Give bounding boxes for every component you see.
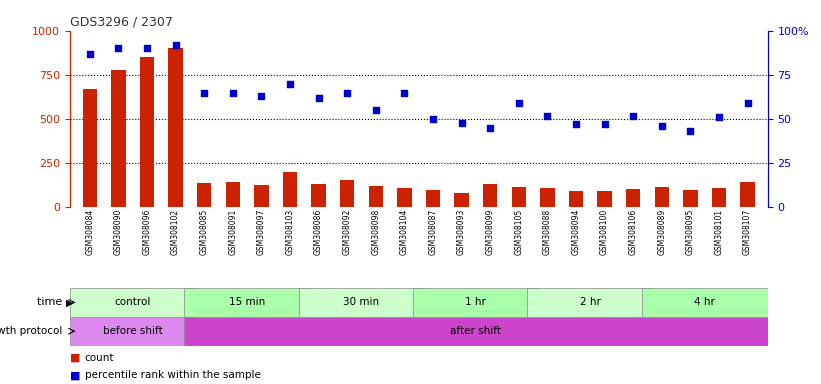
Point: [713, 114, 726, 120]
Bar: [598, 190, 612, 207]
Point: [398, 89, 411, 96]
Point: [83, 51, 96, 57]
Bar: [741, 182, 754, 207]
Bar: [540, 188, 554, 207]
Bar: [70, 317, 195, 346]
Point: [570, 121, 583, 127]
Bar: [226, 182, 240, 207]
Point: [369, 107, 383, 113]
Bar: [654, 187, 669, 207]
Bar: [511, 187, 526, 207]
Bar: [569, 192, 583, 207]
Bar: [426, 190, 440, 207]
Point: [283, 81, 296, 87]
Text: after shift: after shift: [451, 326, 502, 336]
Bar: [140, 57, 154, 207]
Point: [512, 100, 525, 106]
Text: before shift: before shift: [103, 326, 163, 336]
Bar: [197, 183, 211, 207]
Point: [169, 42, 182, 48]
Text: ▶: ▶: [66, 297, 73, 308]
Bar: [527, 288, 654, 317]
Text: control: control: [114, 297, 151, 308]
Bar: [397, 188, 411, 207]
Bar: [642, 288, 768, 317]
Text: growth protocol: growth protocol: [0, 326, 66, 336]
Bar: [413, 288, 539, 317]
Text: ■: ■: [70, 353, 84, 363]
Bar: [369, 186, 383, 207]
Bar: [299, 288, 424, 317]
Text: 30 min: 30 min: [343, 297, 379, 308]
Bar: [184, 288, 310, 317]
Bar: [70, 288, 195, 317]
Point: [626, 113, 640, 119]
Bar: [255, 185, 268, 207]
Point: [426, 116, 439, 122]
Bar: [455, 193, 469, 207]
Point: [484, 125, 497, 131]
Bar: [626, 189, 640, 207]
Bar: [683, 190, 698, 207]
Point: [598, 121, 611, 127]
Text: 4 hr: 4 hr: [695, 297, 715, 308]
Bar: [712, 188, 726, 207]
Text: 1 hr: 1 hr: [466, 297, 486, 308]
Bar: [184, 317, 768, 346]
Point: [455, 119, 468, 126]
Point: [655, 123, 668, 129]
Point: [140, 45, 154, 51]
Point: [198, 89, 211, 96]
Text: 15 min: 15 min: [229, 297, 265, 308]
Bar: [168, 48, 183, 207]
Text: percentile rank within the sample: percentile rank within the sample: [85, 370, 260, 380]
Point: [255, 93, 268, 99]
Point: [741, 100, 754, 106]
Point: [312, 95, 325, 101]
Point: [112, 45, 125, 51]
Point: [541, 113, 554, 119]
Bar: [483, 184, 498, 207]
Text: GDS3296 / 2307: GDS3296 / 2307: [70, 15, 172, 28]
Bar: [283, 172, 297, 207]
Point: [227, 89, 240, 96]
Point: [341, 89, 354, 96]
Text: time: time: [37, 297, 66, 308]
Point: [684, 128, 697, 134]
Text: ■: ■: [70, 370, 84, 380]
Bar: [311, 184, 326, 207]
Text: count: count: [85, 353, 114, 363]
Text: 2 hr: 2 hr: [580, 297, 601, 308]
Bar: [340, 180, 355, 207]
Bar: [112, 70, 126, 207]
Bar: [83, 89, 97, 207]
